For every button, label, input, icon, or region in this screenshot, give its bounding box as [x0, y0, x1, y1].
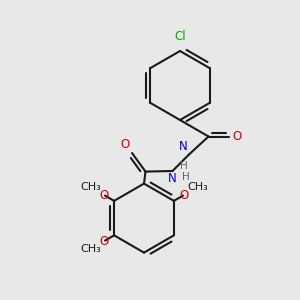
Text: O: O — [99, 188, 109, 202]
Text: Cl: Cl — [174, 31, 186, 44]
Text: H: H — [182, 172, 190, 182]
Text: CH₃: CH₃ — [80, 182, 101, 192]
Text: O: O — [120, 138, 130, 151]
Text: CH₃: CH₃ — [80, 244, 101, 254]
Text: N: N — [168, 172, 177, 185]
Text: O: O — [99, 235, 109, 248]
Text: H: H — [180, 161, 188, 171]
Text: O: O — [232, 130, 242, 143]
Text: N: N — [179, 140, 188, 153]
Text: CH₃: CH₃ — [187, 182, 208, 192]
Text: O: O — [179, 188, 189, 202]
